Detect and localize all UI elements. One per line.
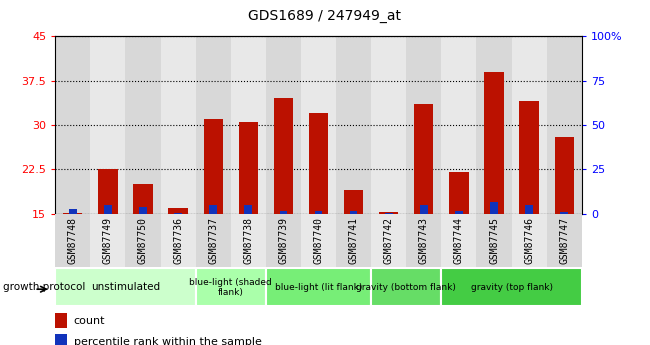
Text: GSM87740: GSM87740 bbox=[313, 217, 324, 264]
Text: count: count bbox=[73, 316, 105, 326]
Text: blue-light (shaded
flank): blue-light (shaded flank) bbox=[189, 277, 272, 297]
Bar bbox=[547, 214, 582, 267]
Bar bbox=[490, 202, 498, 214]
Bar bbox=[519, 101, 539, 214]
Bar bbox=[55, 313, 67, 328]
Bar bbox=[512, 36, 547, 214]
Bar bbox=[476, 36, 512, 214]
Bar bbox=[406, 214, 441, 267]
Bar bbox=[55, 334, 67, 345]
Text: GSM87736: GSM87736 bbox=[173, 217, 183, 264]
Bar bbox=[133, 184, 153, 214]
Bar bbox=[512, 214, 547, 267]
Bar bbox=[560, 212, 568, 214]
Bar bbox=[406, 36, 441, 214]
Bar bbox=[336, 214, 371, 267]
Bar bbox=[554, 137, 574, 214]
Bar bbox=[209, 205, 217, 214]
Bar bbox=[476, 214, 512, 267]
Bar bbox=[90, 36, 125, 214]
Bar bbox=[231, 36, 266, 214]
Bar bbox=[414, 104, 434, 214]
Bar bbox=[161, 36, 196, 214]
Bar bbox=[266, 214, 301, 267]
Bar bbox=[455, 211, 463, 214]
Bar bbox=[196, 214, 231, 267]
Text: percentile rank within the sample: percentile rank within the sample bbox=[73, 337, 261, 345]
Bar bbox=[344, 190, 363, 214]
Text: GSM87745: GSM87745 bbox=[489, 217, 499, 264]
Text: GSM87741: GSM87741 bbox=[348, 217, 359, 264]
Bar bbox=[174, 213, 182, 214]
Bar bbox=[301, 36, 336, 214]
FancyBboxPatch shape bbox=[55, 268, 196, 306]
Bar bbox=[203, 119, 223, 214]
Bar bbox=[301, 214, 336, 267]
Bar bbox=[244, 205, 252, 214]
Bar bbox=[274, 98, 293, 214]
Bar bbox=[350, 211, 358, 214]
Bar bbox=[196, 36, 231, 214]
Bar bbox=[385, 213, 393, 214]
Text: GSM87748: GSM87748 bbox=[68, 217, 78, 264]
Text: GSM87743: GSM87743 bbox=[419, 217, 429, 264]
Text: GSM87744: GSM87744 bbox=[454, 217, 464, 264]
Text: gravity (top flank): gravity (top flank) bbox=[471, 283, 552, 292]
Bar bbox=[63, 213, 83, 214]
Text: GSM87738: GSM87738 bbox=[243, 217, 254, 264]
Bar bbox=[484, 72, 504, 214]
Text: gravity (bottom flank): gravity (bottom flank) bbox=[356, 283, 456, 292]
Bar bbox=[239, 122, 258, 214]
Text: GSM87750: GSM87750 bbox=[138, 217, 148, 264]
Bar bbox=[371, 214, 406, 267]
Text: GSM87737: GSM87737 bbox=[208, 217, 218, 264]
Bar bbox=[161, 214, 196, 267]
FancyBboxPatch shape bbox=[371, 268, 441, 306]
Bar bbox=[449, 172, 469, 214]
Bar bbox=[315, 211, 322, 214]
FancyBboxPatch shape bbox=[266, 268, 371, 306]
Bar bbox=[525, 205, 533, 214]
Bar bbox=[231, 214, 266, 267]
Text: GSM87746: GSM87746 bbox=[524, 217, 534, 264]
Bar bbox=[98, 169, 118, 214]
Bar bbox=[125, 214, 161, 267]
Bar bbox=[168, 208, 188, 214]
Bar bbox=[309, 113, 328, 214]
Bar bbox=[441, 36, 476, 214]
Bar bbox=[55, 36, 90, 214]
Bar bbox=[90, 214, 125, 267]
FancyBboxPatch shape bbox=[441, 268, 582, 306]
Text: GSM87739: GSM87739 bbox=[278, 217, 289, 264]
Bar bbox=[280, 211, 287, 214]
Bar bbox=[420, 205, 428, 214]
Bar bbox=[547, 36, 582, 214]
Text: GSM87742: GSM87742 bbox=[384, 217, 394, 264]
Bar bbox=[69, 209, 77, 214]
Text: GSM87747: GSM87747 bbox=[559, 217, 569, 264]
Text: blue-light (lit flank): blue-light (lit flank) bbox=[275, 283, 362, 292]
Bar bbox=[104, 205, 112, 214]
FancyBboxPatch shape bbox=[196, 268, 266, 306]
Bar bbox=[139, 207, 147, 214]
Text: GSM87749: GSM87749 bbox=[103, 217, 113, 264]
Bar bbox=[379, 212, 398, 214]
Bar bbox=[125, 36, 161, 214]
Bar bbox=[441, 214, 476, 267]
Bar bbox=[266, 36, 301, 214]
Text: unstimulated: unstimulated bbox=[91, 282, 160, 292]
Text: growth protocol: growth protocol bbox=[3, 282, 86, 292]
Bar bbox=[55, 214, 90, 267]
Bar bbox=[371, 36, 406, 214]
Bar bbox=[336, 36, 371, 214]
Text: GDS1689 / 247949_at: GDS1689 / 247949_at bbox=[248, 9, 402, 23]
